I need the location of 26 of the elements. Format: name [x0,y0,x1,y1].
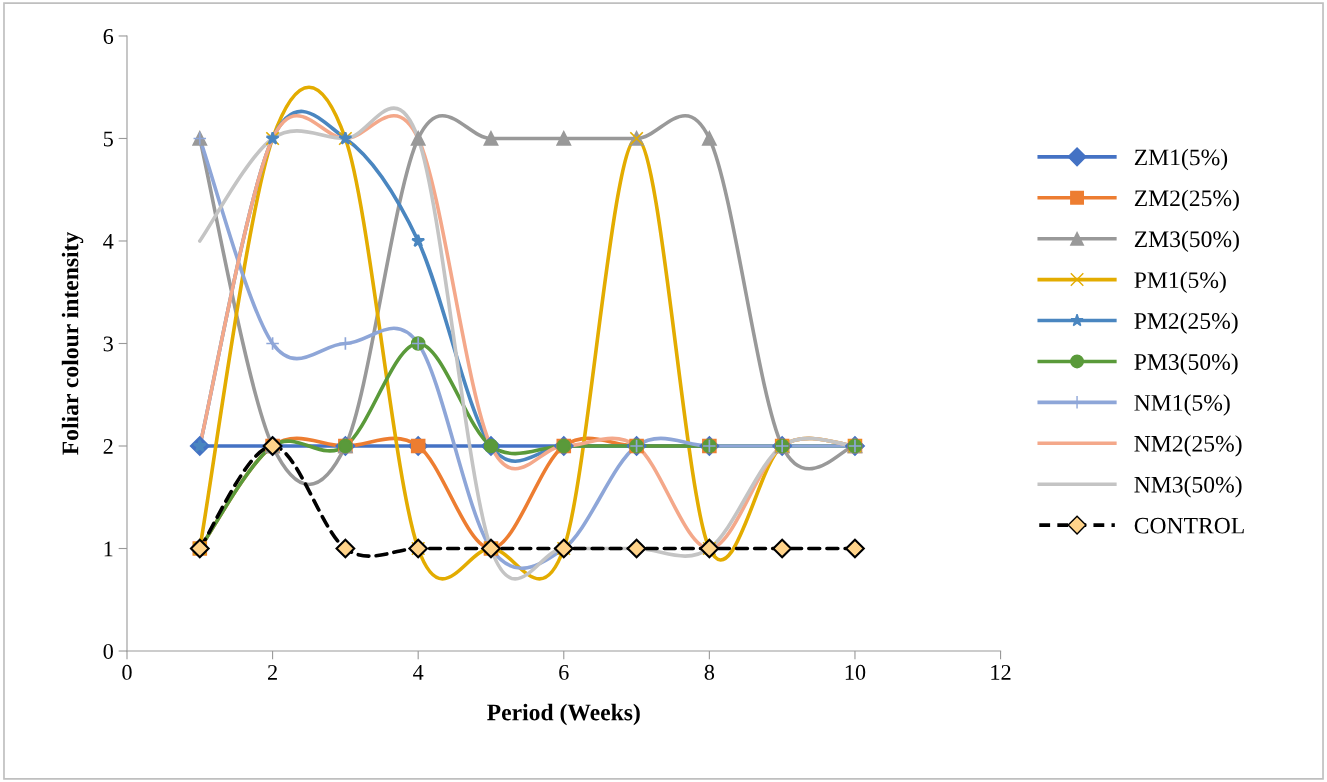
legend-label: PM2(25%) [1134,312,1238,334]
legend-label: PM1(5%) [1134,271,1226,293]
y-tick-label: 5 [103,131,113,147]
y-tick-label: 4 [103,234,114,249]
x-tick-label: 12 [991,664,1011,680]
y-tick-label: 2 [103,439,113,454]
x-axis-title: Period (Weeks) [487,703,640,726]
x-tick-label: 4 [413,665,424,680]
legend-label: ZM1(5%) [1134,148,1228,171]
x-tick-label: 6 [559,664,569,680]
x-tick-label: 2 [268,664,277,680]
legend-label: ZM3(50%) [1134,230,1239,252]
legend-label: NM2(25%) [1134,435,1242,457]
y-tick-label: 3 [103,336,113,352]
x-tick-label: 8 [704,664,715,680]
y-axis-title: Foliar colour intensity [61,231,84,455]
y-tick-label: 0 [103,643,113,659]
y-tick-label: 6 [103,28,114,44]
legend-label: NM1(5%) [1134,394,1230,416]
legend-label: PM3(50%) [1134,353,1238,375]
legend-label: ZM2(25%) [1134,189,1239,212]
y-tick-label: 1 [104,541,113,557]
x-tick-label: 0 [122,664,132,680]
legend-label: NM3(50%) [1134,476,1242,498]
x-tick-label: 10 [845,664,866,680]
legend-label: CONTROL [1134,517,1244,534]
